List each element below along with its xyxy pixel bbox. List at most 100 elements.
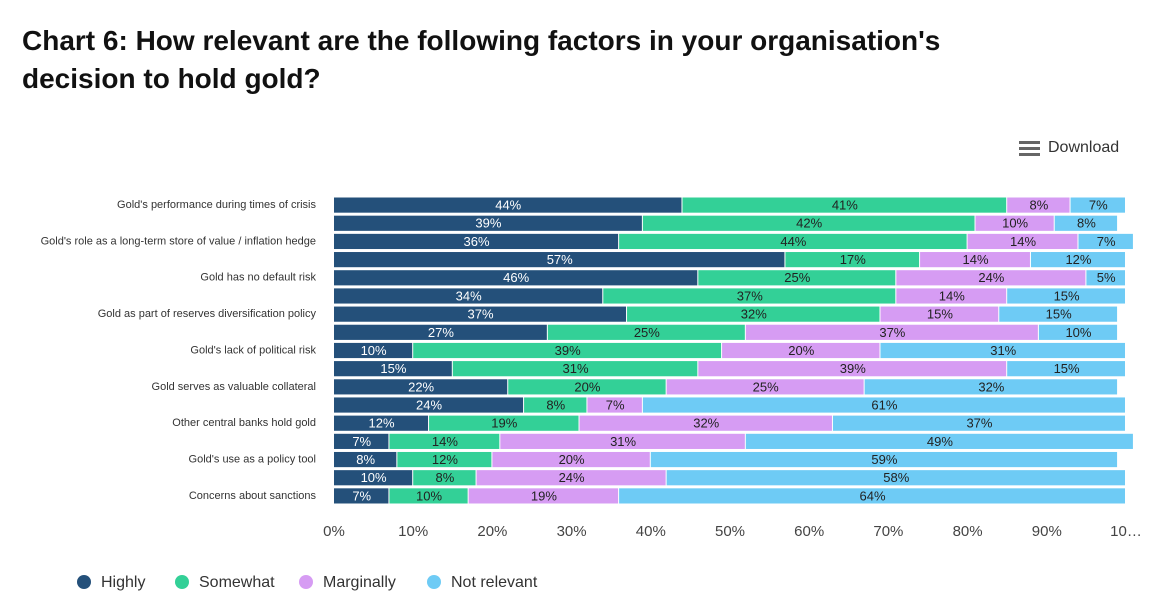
value-label: 15% (380, 361, 406, 376)
bar-segment (334, 306, 627, 322)
value-label: 20% (559, 452, 585, 467)
value-label: 31% (990, 343, 1016, 358)
value-label: 42% (796, 216, 822, 231)
bar-segment (1054, 215, 1118, 231)
value-label: 8% (1077, 216, 1096, 231)
value-label: 7% (352, 488, 371, 503)
value-label: 20% (788, 343, 814, 358)
bar-segment (413, 342, 722, 359)
value-label: 19% (531, 488, 557, 503)
value-label: 58% (883, 470, 909, 485)
bar-segment (603, 288, 896, 304)
chart-title: Chart 6: How relevant are the following … (22, 25, 940, 56)
bar-segment (334, 252, 785, 268)
bar-segment (334, 361, 452, 377)
download-label[interactable]: Download (1048, 139, 1119, 156)
value-label: 17% (840, 252, 866, 267)
value-label: 14% (939, 288, 965, 303)
value-label: 59% (871, 452, 897, 467)
legend-marker (427, 575, 441, 589)
x-tick-label: 0% (323, 523, 345, 540)
bar-segment (334, 197, 682, 213)
value-label: 44% (780, 234, 806, 249)
bar-segment (682, 197, 1007, 213)
bar-segment (579, 415, 832, 431)
value-label: 14% (963, 252, 989, 267)
value-label: 15% (927, 307, 953, 322)
value-label: 12% (1065, 252, 1091, 267)
value-label: 25% (784, 270, 810, 285)
legend-label: Marginally (323, 574, 396, 591)
value-label: 44% (495, 198, 521, 213)
bar-segment (642, 397, 1125, 413)
value-label: 7% (1089, 198, 1108, 213)
bar-segment (587, 397, 642, 413)
legend-marker (299, 575, 313, 589)
bar-segment (1007, 197, 1070, 213)
value-label: 25% (753, 379, 779, 394)
value-label: 61% (871, 397, 897, 412)
bar-segment (1007, 288, 1125, 304)
value-label: 24% (416, 397, 442, 412)
value-label: 37% (879, 325, 905, 340)
bar-segment (698, 361, 1007, 377)
bar-segment (389, 433, 500, 449)
bar-segment (666, 379, 864, 395)
value-label: 25% (634, 325, 660, 340)
value-label: 37% (737, 288, 763, 303)
value-label: 22% (408, 379, 434, 394)
category-label: Gold's role as a long-term store of valu… (41, 235, 316, 247)
value-label: 39% (840, 361, 866, 376)
bar-segment (1070, 197, 1125, 213)
bar-segment (627, 306, 880, 322)
x-tick-label: 60% (794, 523, 824, 540)
bar-segment (619, 488, 1125, 504)
bar-segment (642, 215, 975, 231)
bar-segment (1086, 270, 1125, 286)
value-label: 15% (1054, 361, 1080, 376)
bar-segment (785, 252, 920, 268)
bar-segment (524, 397, 587, 413)
bar-segment (413, 470, 476, 486)
value-label: 36% (464, 234, 490, 249)
legend-label: Highly (101, 574, 145, 591)
value-label: 27% (428, 325, 454, 340)
bar-segment (334, 215, 642, 231)
x-tick-label: 80% (953, 523, 983, 540)
x-tick-label: 10… (1110, 523, 1142, 540)
x-tick-label: 50% (715, 523, 745, 540)
legend-marker (175, 575, 189, 589)
bar-segment (880, 306, 999, 322)
bar-segment (920, 252, 1030, 268)
bar-segment (429, 415, 579, 431)
bar-segment (334, 470, 413, 486)
value-label: 14% (432, 434, 458, 449)
value-label: 39% (475, 216, 501, 231)
value-label: 7% (352, 434, 371, 449)
value-label: 32% (978, 379, 1004, 394)
value-label: 10% (416, 488, 442, 503)
legend-label: Not relevant (451, 574, 538, 591)
value-label: 49% (927, 434, 953, 449)
legend-marker (77, 575, 91, 589)
bar-segment (334, 451, 397, 468)
bar-segment (476, 470, 666, 486)
value-label: 10% (1002, 216, 1028, 231)
bar-segment (334, 488, 389, 504)
value-label: 8% (1029, 198, 1048, 213)
value-label: 19% (491, 416, 517, 431)
download-button[interactable]: Download (1019, 139, 1119, 156)
value-label: 14% (1010, 234, 1036, 249)
bar-segment (334, 288, 603, 304)
value-label: 46% (503, 270, 529, 285)
bar-segment (334, 270, 698, 286)
bar-segment (547, 324, 745, 340)
value-label: 64% (860, 488, 886, 503)
category-label: Gold serves as valuable collateral (152, 381, 316, 393)
value-label: 10% (361, 470, 387, 485)
value-label: 31% (563, 361, 589, 376)
value-label: 41% (832, 198, 858, 213)
bar-segment (334, 233, 619, 250)
category-label: Gold has no default risk (200, 272, 316, 284)
